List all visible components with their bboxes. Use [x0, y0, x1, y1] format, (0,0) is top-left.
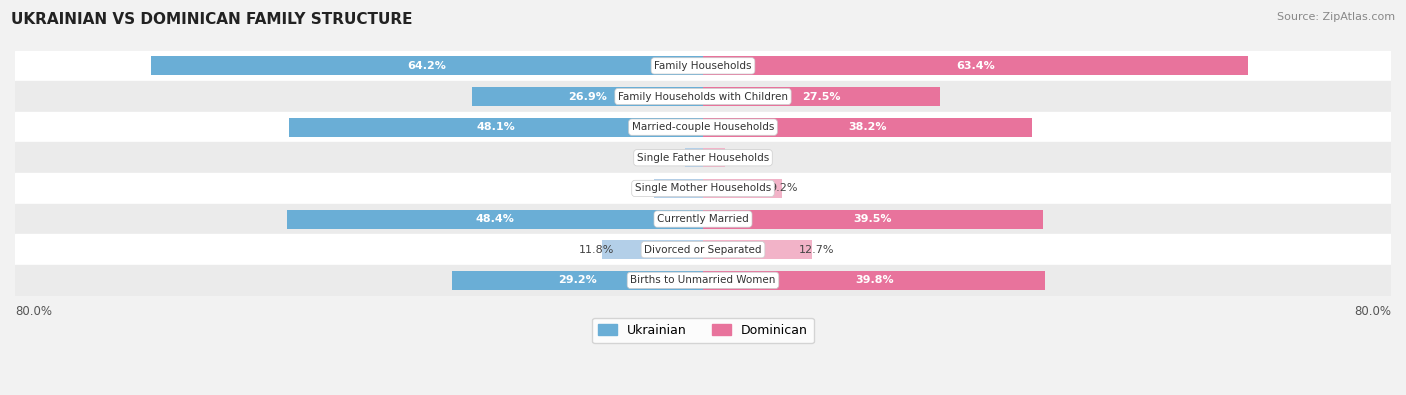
- Text: Single Mother Households: Single Mother Households: [636, 183, 770, 194]
- Bar: [703, 179, 782, 198]
- Text: 48.1%: 48.1%: [477, 122, 516, 132]
- Text: UKRAINIAN VS DOMINICAN FAMILY STRUCTURE: UKRAINIAN VS DOMINICAN FAMILY STRUCTURE: [11, 12, 413, 27]
- Bar: [703, 148, 724, 167]
- Bar: [15, 143, 1391, 173]
- Text: 29.2%: 29.2%: [558, 275, 596, 285]
- Text: 64.2%: 64.2%: [408, 61, 446, 71]
- Bar: [15, 173, 1391, 204]
- Text: Single Father Households: Single Father Households: [637, 153, 769, 163]
- Bar: [654, 179, 703, 198]
- Bar: [290, 118, 703, 137]
- Text: 5.7%: 5.7%: [638, 183, 666, 194]
- Text: Divorced or Separated: Divorced or Separated: [644, 245, 762, 255]
- Bar: [15, 204, 1391, 234]
- Text: Married-couple Households: Married-couple Households: [631, 122, 775, 132]
- Text: 2.1%: 2.1%: [669, 153, 697, 163]
- Bar: [703, 210, 1043, 229]
- Bar: [15, 112, 1391, 143]
- Text: 2.5%: 2.5%: [711, 153, 740, 163]
- Text: 80.0%: 80.0%: [1354, 305, 1391, 318]
- Bar: [685, 148, 703, 167]
- Text: 63.4%: 63.4%: [956, 61, 995, 71]
- Text: Family Households: Family Households: [654, 61, 752, 71]
- Bar: [287, 210, 703, 229]
- Text: 9.2%: 9.2%: [769, 183, 797, 194]
- Text: 38.2%: 38.2%: [848, 122, 887, 132]
- Bar: [471, 87, 703, 106]
- Legend: Ukrainian, Dominican: Ukrainian, Dominican: [592, 318, 814, 343]
- Text: 39.8%: 39.8%: [855, 275, 893, 285]
- Bar: [703, 271, 1045, 290]
- Text: 11.8%: 11.8%: [579, 245, 614, 255]
- Text: Family Households with Children: Family Households with Children: [619, 92, 787, 102]
- Bar: [703, 240, 813, 259]
- Text: 80.0%: 80.0%: [15, 305, 52, 318]
- Text: 27.5%: 27.5%: [801, 92, 841, 102]
- Bar: [15, 265, 1391, 295]
- Bar: [703, 118, 1032, 137]
- Text: 12.7%: 12.7%: [800, 245, 835, 255]
- Text: Currently Married: Currently Married: [657, 214, 749, 224]
- Bar: [15, 81, 1391, 112]
- Bar: [15, 51, 1391, 81]
- Bar: [703, 56, 1249, 75]
- Text: 26.9%: 26.9%: [568, 92, 607, 102]
- Bar: [703, 87, 939, 106]
- Text: Source: ZipAtlas.com: Source: ZipAtlas.com: [1277, 12, 1395, 22]
- Text: Births to Unmarried Women: Births to Unmarried Women: [630, 275, 776, 285]
- Bar: [15, 234, 1391, 265]
- Bar: [602, 240, 703, 259]
- Bar: [451, 271, 703, 290]
- Text: 48.4%: 48.4%: [475, 214, 515, 224]
- Bar: [150, 56, 703, 75]
- Text: 39.5%: 39.5%: [853, 214, 891, 224]
